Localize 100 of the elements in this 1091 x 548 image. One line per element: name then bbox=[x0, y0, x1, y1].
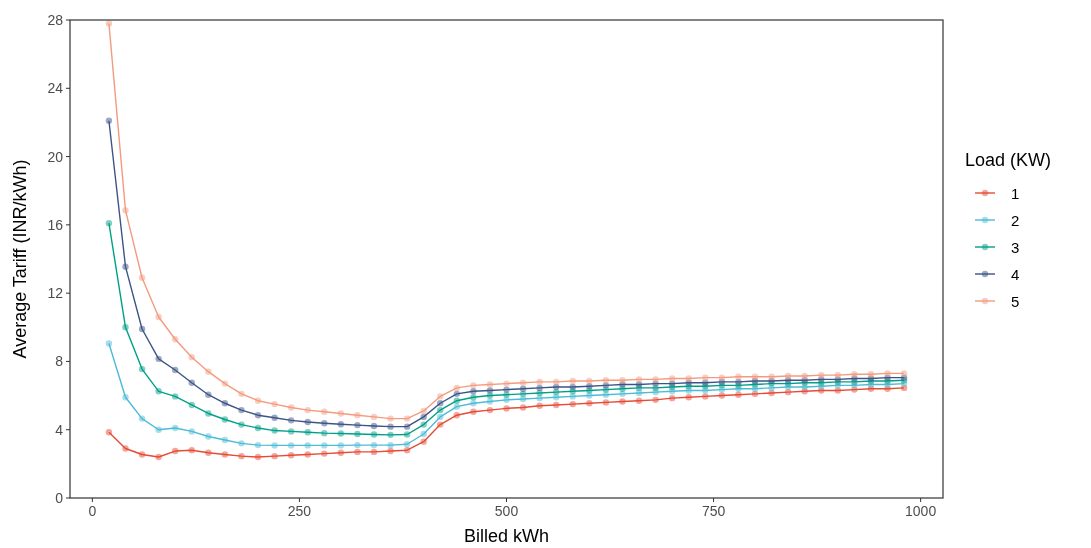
point bbox=[304, 451, 311, 458]
point bbox=[718, 392, 726, 399]
point bbox=[685, 375, 692, 382]
point bbox=[486, 381, 494, 388]
point bbox=[122, 324, 129, 331]
point bbox=[221, 380, 229, 387]
point bbox=[470, 388, 477, 395]
point bbox=[337, 449, 345, 456]
point bbox=[321, 450, 328, 457]
point bbox=[105, 340, 113, 347]
y-tick-label: 8 bbox=[55, 353, 64, 370]
point bbox=[122, 394, 129, 401]
point bbox=[884, 370, 891, 377]
point bbox=[586, 377, 593, 385]
point bbox=[122, 263, 129, 270]
point bbox=[668, 380, 676, 387]
point bbox=[221, 400, 229, 407]
point bbox=[155, 426, 162, 433]
point bbox=[105, 219, 113, 227]
point bbox=[486, 392, 494, 399]
legend-label: 2 bbox=[1011, 212, 1020, 229]
point bbox=[453, 384, 460, 392]
point bbox=[519, 379, 527, 386]
point bbox=[420, 413, 427, 421]
point bbox=[602, 399, 610, 406]
point bbox=[437, 400, 444, 407]
point bbox=[437, 413, 444, 421]
point bbox=[370, 422, 378, 430]
point bbox=[751, 373, 759, 380]
point bbox=[370, 448, 378, 456]
point bbox=[321, 429, 328, 437]
point bbox=[503, 391, 510, 398]
point bbox=[503, 380, 510, 387]
point bbox=[437, 393, 444, 400]
point bbox=[171, 393, 179, 400]
legend-label: 5 bbox=[1011, 293, 1020, 310]
point bbox=[122, 445, 129, 452]
point bbox=[818, 371, 825, 379]
point bbox=[337, 430, 345, 437]
point bbox=[735, 378, 742, 386]
point bbox=[403, 415, 411, 422]
point bbox=[851, 371, 858, 378]
point bbox=[403, 431, 411, 438]
point bbox=[420, 407, 427, 415]
y-tick-label: 16 bbox=[47, 216, 64, 233]
point bbox=[188, 379, 195, 386]
point bbox=[519, 385, 527, 392]
x-tick-label: 1000 bbox=[905, 503, 937, 519]
point bbox=[569, 377, 576, 385]
point bbox=[287, 452, 295, 459]
point bbox=[668, 394, 676, 402]
point bbox=[536, 394, 543, 402]
point bbox=[867, 371, 875, 378]
point bbox=[221, 451, 229, 458]
y-tick-label: 20 bbox=[47, 148, 64, 165]
point bbox=[486, 387, 494, 394]
point bbox=[337, 421, 345, 428]
point bbox=[602, 382, 610, 389]
point bbox=[602, 391, 610, 398]
point bbox=[470, 400, 477, 407]
point bbox=[238, 390, 245, 398]
point bbox=[254, 441, 262, 449]
point bbox=[420, 438, 427, 445]
point bbox=[619, 390, 626, 398]
point bbox=[321, 420, 328, 427]
legend-label: 3 bbox=[1011, 239, 1020, 256]
point bbox=[254, 453, 262, 461]
point bbox=[470, 408, 477, 415]
point bbox=[304, 418, 311, 426]
point bbox=[122, 207, 129, 214]
point bbox=[304, 429, 311, 436]
point bbox=[155, 388, 162, 395]
x-axis-title: Billed kWh bbox=[463, 526, 550, 546]
point bbox=[586, 382, 593, 390]
point bbox=[387, 447, 394, 455]
point bbox=[188, 353, 195, 361]
legend-label: 4 bbox=[1011, 266, 1020, 283]
point bbox=[205, 433, 212, 440]
point bbox=[420, 421, 427, 428]
point bbox=[238, 406, 245, 414]
point bbox=[470, 394, 477, 401]
point bbox=[437, 406, 444, 414]
point bbox=[536, 389, 543, 397]
point bbox=[403, 423, 411, 430]
point bbox=[784, 388, 792, 396]
point bbox=[155, 453, 162, 461]
point bbox=[453, 403, 460, 410]
point bbox=[735, 391, 742, 398]
point bbox=[370, 431, 378, 438]
y-tick-label: 28 bbox=[47, 12, 64, 28]
y-tick-label: 12 bbox=[47, 285, 64, 302]
point bbox=[768, 389, 775, 397]
point bbox=[287, 417, 295, 424]
point bbox=[702, 379, 709, 386]
point bbox=[138, 274, 146, 281]
point bbox=[702, 374, 709, 381]
point bbox=[503, 386, 510, 393]
point bbox=[900, 370, 908, 377]
point bbox=[354, 412, 361, 419]
point bbox=[105, 429, 113, 436]
